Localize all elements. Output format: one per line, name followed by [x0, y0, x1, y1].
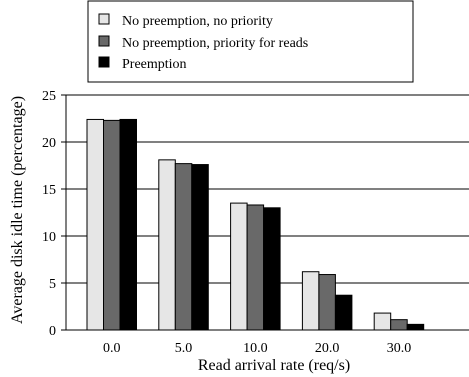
bar-2	[119, 118, 137, 331]
legend-swatch-2	[98, 56, 110, 68]
bar-2	[263, 207, 281, 331]
legend-label-0: No preemption, no priority	[122, 14, 273, 29]
legend-swatch-1	[98, 35, 110, 47]
x-tick-label: 5.0	[175, 341, 193, 356]
y-tick-label: 0	[49, 324, 56, 339]
plot-area: 0 5 10 15 20 25 0.0 5.0 10.0 20.0 30.0	[42, 89, 469, 356]
x-tick-label: 10.0	[243, 341, 268, 356]
y-axis-title: Average disk idle time (percentage)	[9, 96, 26, 324]
y-tick-label: 20	[42, 136, 56, 151]
bar-0	[86, 118, 104, 331]
bar-1	[103, 119, 121, 331]
legend-label-1: No preemption, priority for reads	[122, 36, 308, 51]
bar-1	[318, 274, 336, 331]
legend-label-2: Preemption	[122, 57, 187, 72]
y-tick-label: 15	[42, 183, 56, 198]
y-tick-label: 5	[49, 277, 56, 292]
bar-2	[334, 294, 353, 331]
bar-0	[230, 202, 248, 331]
x-tick-label: 0.0	[103, 341, 121, 356]
x-tick-label: 30.0	[387, 341, 412, 356]
bar-2	[191, 164, 209, 331]
bar-1	[174, 163, 193, 331]
bar-0	[158, 159, 176, 331]
bar-1	[246, 204, 265, 331]
legend: No preemption, no priority No preemption…	[87, 0, 414, 83]
bar-0	[301, 271, 320, 331]
legend-swatch-0	[98, 13, 110, 25]
x-tick-label: 20.0	[315, 341, 340, 356]
y-tick-label: 25	[42, 89, 56, 104]
bar-0	[373, 312, 392, 331]
bar-2	[406, 323, 425, 331]
legend-box	[87, 0, 414, 83]
x-axis-title: Read arrival rate (req/s)	[198, 357, 350, 374]
y-tick-label: 10	[42, 230, 56, 245]
bar-1	[390, 319, 408, 331]
